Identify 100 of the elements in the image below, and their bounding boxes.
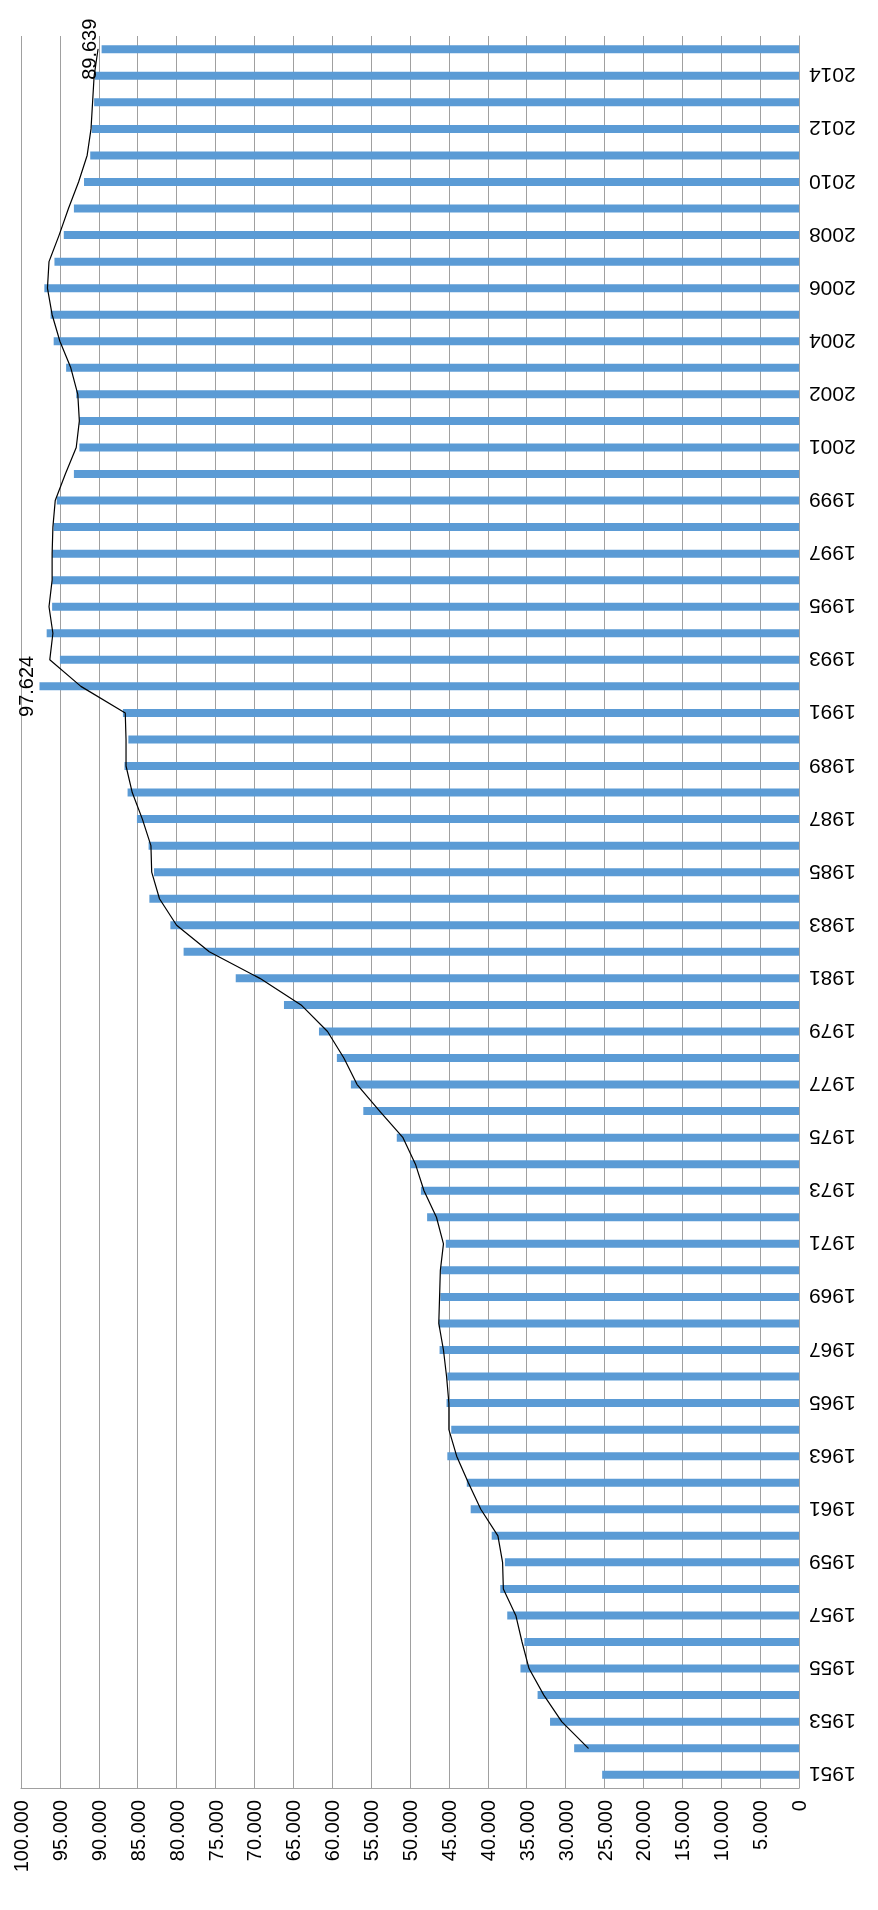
bar [56,496,799,505]
bar [63,231,799,240]
x-tick-label: 40.000 [476,1800,499,1862]
bar [52,549,799,558]
bar [235,974,799,983]
bar [183,947,799,956]
bar [53,337,799,346]
y-tick-label: 1999 [809,489,856,513]
bar [94,71,799,80]
bar [336,1054,799,1062]
y-tick-label: 1965 [809,1391,856,1415]
bar [441,1266,799,1275]
x-tick-label: 20.000 [632,1800,655,1862]
bar [438,1319,799,1328]
y-tick-label: 2010 [809,170,856,194]
y-tick-label: 2014 [808,64,856,88]
y-tick-label: 1989 [809,754,856,778]
bar [318,1027,799,1036]
bar [44,284,799,293]
x-tick-label: 80.000 [165,1800,188,1862]
y-tick-label: 1995 [809,595,856,619]
bar [520,1664,799,1673]
bar [122,708,799,717]
bar [550,1717,799,1726]
x-tick-label: 55.000 [360,1800,383,1862]
x-tick-label: 85.000 [126,1800,149,1862]
y-tick-label: 1963 [809,1444,856,1468]
bar [79,416,799,425]
bar [73,470,799,478]
bar [451,1425,799,1434]
y-tick-label: 1957 [809,1603,856,1627]
bar [136,815,799,824]
y-tick-label: 1961 [809,1497,856,1521]
y-tick-label: 1953 [809,1710,856,1734]
x-tick-label: 15.000 [671,1800,694,1862]
bar [91,124,799,133]
bar [504,1558,799,1567]
bar [507,1611,799,1620]
y-tick-label: 1991 [809,701,856,725]
bar [50,310,799,319]
bar [524,1638,799,1646]
bar [59,655,799,664]
bar [440,1292,799,1301]
bar [445,1239,799,1248]
bar [470,1505,799,1514]
bar [574,1744,799,1753]
x-tick-label: 70.000 [243,1800,266,1862]
bar [66,363,799,372]
bar [500,1584,799,1593]
y-tick-label: 1973 [809,1179,856,1203]
y-tick-label: 1985 [809,860,856,884]
y-tick-label: 1975 [809,1126,856,1150]
bar [439,1346,799,1354]
bar [410,1160,799,1169]
y-tick-label: 1993 [809,648,856,672]
y-tick-label: 1951 [809,1763,856,1787]
x-tick-label: 65.000 [282,1800,305,1862]
x-tick-label: 90.000 [87,1800,110,1862]
x-tick-label: 95.000 [48,1800,71,1862]
bar [54,257,799,266]
bar [149,894,799,903]
y-tick-label: 2006 [809,276,856,300]
bar [79,443,799,452]
bar [491,1531,799,1540]
bar [447,1452,799,1461]
data-label: 89.639 [77,18,100,80]
y-tick-label: 2002 [809,382,856,406]
y-tick-label: 2004 [808,329,856,353]
bar [84,178,799,186]
x-tick-label: 35.000 [515,1800,538,1862]
bar [447,1372,799,1381]
x-tick-label: 30.000 [554,1800,577,1862]
x-tick-label: 60.000 [321,1800,344,1862]
y-tick-label: 1981 [809,966,856,990]
y-tick-label: 1955 [809,1657,856,1681]
bar [52,602,799,611]
bar [427,1213,799,1222]
bar [283,1000,799,1009]
bar [128,735,799,744]
y-tick-label: 2008 [809,223,856,247]
bar [76,390,799,399]
y-tick-label: 1987 [809,807,856,831]
bar [396,1133,799,1142]
y-tick-label: 1977 [809,1073,856,1097]
bar [52,576,799,585]
bar [124,762,799,770]
bar [90,151,799,160]
y-tick-label: 1967 [809,1338,856,1362]
y-tick-label: 1979 [809,1019,856,1043]
bar [170,921,799,930]
bar [127,788,799,797]
bar [537,1691,799,1700]
y-tick-label: 1997 [809,542,856,566]
bar [73,204,799,213]
bar [363,1107,799,1116]
bar [446,1399,799,1408]
x-tick-label: 50.000 [399,1800,421,1862]
x-tick-label: 25.000 [593,1800,616,1862]
bar [466,1478,799,1487]
x-tick-label: 75.000 [204,1800,227,1862]
